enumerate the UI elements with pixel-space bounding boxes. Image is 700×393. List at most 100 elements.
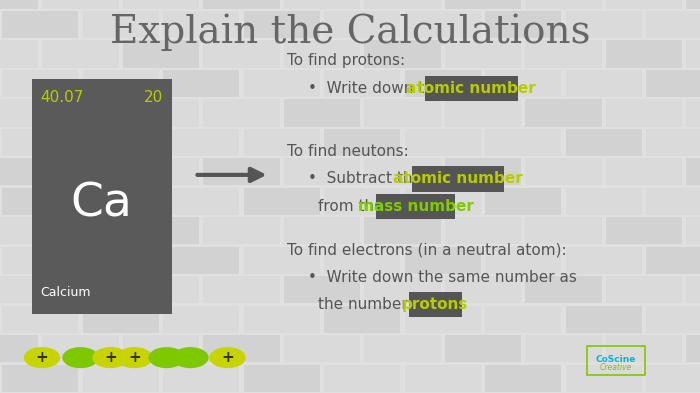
FancyBboxPatch shape bbox=[0, 158, 38, 185]
FancyBboxPatch shape bbox=[83, 247, 159, 274]
FancyBboxPatch shape bbox=[204, 276, 280, 303]
FancyBboxPatch shape bbox=[123, 0, 199, 9]
FancyBboxPatch shape bbox=[566, 247, 642, 274]
FancyBboxPatch shape bbox=[204, 335, 280, 362]
FancyBboxPatch shape bbox=[566, 129, 642, 156]
FancyBboxPatch shape bbox=[445, 99, 522, 127]
FancyBboxPatch shape bbox=[525, 335, 601, 362]
FancyBboxPatch shape bbox=[244, 247, 320, 274]
FancyBboxPatch shape bbox=[646, 11, 700, 38]
Circle shape bbox=[210, 348, 245, 367]
FancyBboxPatch shape bbox=[566, 11, 642, 38]
FancyBboxPatch shape bbox=[0, 217, 38, 244]
FancyBboxPatch shape bbox=[566, 188, 642, 215]
FancyBboxPatch shape bbox=[83, 129, 159, 156]
Text: from the: from the bbox=[318, 199, 389, 214]
FancyBboxPatch shape bbox=[365, 0, 441, 9]
FancyBboxPatch shape bbox=[445, 158, 522, 185]
FancyBboxPatch shape bbox=[525, 276, 601, 303]
FancyBboxPatch shape bbox=[43, 158, 119, 185]
Text: +: + bbox=[128, 350, 141, 365]
FancyBboxPatch shape bbox=[204, 217, 280, 244]
Circle shape bbox=[25, 348, 60, 367]
FancyBboxPatch shape bbox=[2, 306, 78, 333]
FancyBboxPatch shape bbox=[324, 306, 400, 333]
FancyBboxPatch shape bbox=[163, 70, 239, 97]
FancyBboxPatch shape bbox=[686, 99, 700, 127]
FancyBboxPatch shape bbox=[284, 99, 360, 127]
FancyBboxPatch shape bbox=[606, 217, 682, 244]
FancyBboxPatch shape bbox=[284, 217, 360, 244]
FancyBboxPatch shape bbox=[324, 70, 400, 97]
FancyBboxPatch shape bbox=[204, 40, 280, 68]
FancyBboxPatch shape bbox=[0, 0, 38, 9]
FancyBboxPatch shape bbox=[43, 335, 119, 362]
FancyBboxPatch shape bbox=[43, 99, 119, 127]
FancyBboxPatch shape bbox=[485, 188, 561, 215]
FancyBboxPatch shape bbox=[83, 11, 159, 38]
FancyBboxPatch shape bbox=[686, 217, 700, 244]
FancyBboxPatch shape bbox=[244, 11, 320, 38]
Text: mass number: mass number bbox=[358, 199, 473, 214]
FancyBboxPatch shape bbox=[284, 40, 360, 68]
FancyBboxPatch shape bbox=[324, 247, 400, 274]
FancyBboxPatch shape bbox=[2, 365, 78, 392]
FancyBboxPatch shape bbox=[123, 217, 199, 244]
FancyBboxPatch shape bbox=[566, 365, 642, 392]
Text: To find electrons (in a neutral atom):: To find electrons (in a neutral atom): bbox=[287, 242, 566, 257]
FancyBboxPatch shape bbox=[0, 40, 38, 68]
FancyBboxPatch shape bbox=[0, 335, 38, 362]
FancyBboxPatch shape bbox=[405, 306, 481, 333]
FancyBboxPatch shape bbox=[365, 40, 441, 68]
FancyBboxPatch shape bbox=[485, 129, 561, 156]
FancyBboxPatch shape bbox=[123, 99, 199, 127]
FancyBboxPatch shape bbox=[43, 217, 119, 244]
FancyBboxPatch shape bbox=[525, 217, 601, 244]
FancyBboxPatch shape bbox=[204, 158, 280, 185]
FancyBboxPatch shape bbox=[365, 276, 441, 303]
FancyBboxPatch shape bbox=[606, 335, 682, 362]
FancyBboxPatch shape bbox=[163, 11, 239, 38]
FancyBboxPatch shape bbox=[83, 365, 159, 392]
Text: atomic number: atomic number bbox=[406, 81, 536, 96]
Circle shape bbox=[63, 348, 98, 367]
FancyBboxPatch shape bbox=[0, 276, 38, 303]
FancyBboxPatch shape bbox=[244, 70, 320, 97]
FancyBboxPatch shape bbox=[324, 188, 400, 215]
FancyBboxPatch shape bbox=[365, 217, 441, 244]
FancyBboxPatch shape bbox=[284, 335, 360, 362]
FancyBboxPatch shape bbox=[284, 158, 360, 185]
FancyBboxPatch shape bbox=[324, 129, 400, 156]
Circle shape bbox=[93, 348, 128, 367]
FancyBboxPatch shape bbox=[2, 129, 78, 156]
FancyBboxPatch shape bbox=[2, 70, 78, 97]
FancyBboxPatch shape bbox=[485, 247, 561, 274]
FancyBboxPatch shape bbox=[123, 40, 199, 68]
FancyBboxPatch shape bbox=[606, 0, 682, 9]
FancyBboxPatch shape bbox=[405, 247, 481, 274]
FancyBboxPatch shape bbox=[525, 0, 601, 9]
FancyBboxPatch shape bbox=[405, 188, 481, 215]
FancyBboxPatch shape bbox=[244, 306, 320, 333]
Text: Creative: Creative bbox=[599, 363, 631, 372]
FancyBboxPatch shape bbox=[204, 0, 280, 9]
FancyBboxPatch shape bbox=[163, 365, 239, 392]
FancyBboxPatch shape bbox=[646, 70, 700, 97]
FancyBboxPatch shape bbox=[445, 276, 522, 303]
FancyBboxPatch shape bbox=[123, 335, 199, 362]
FancyBboxPatch shape bbox=[83, 306, 159, 333]
Text: 40.07: 40.07 bbox=[40, 90, 83, 105]
Circle shape bbox=[173, 348, 208, 367]
FancyBboxPatch shape bbox=[2, 247, 78, 274]
FancyBboxPatch shape bbox=[606, 99, 682, 127]
FancyBboxPatch shape bbox=[365, 335, 441, 362]
FancyBboxPatch shape bbox=[324, 365, 400, 392]
Circle shape bbox=[117, 348, 152, 367]
Text: +: + bbox=[221, 350, 234, 365]
FancyBboxPatch shape bbox=[405, 11, 481, 38]
Text: +: + bbox=[36, 350, 48, 365]
FancyBboxPatch shape bbox=[606, 276, 682, 303]
FancyBboxPatch shape bbox=[123, 276, 199, 303]
Circle shape bbox=[149, 348, 184, 367]
Text: atomic number: atomic number bbox=[393, 171, 523, 186]
